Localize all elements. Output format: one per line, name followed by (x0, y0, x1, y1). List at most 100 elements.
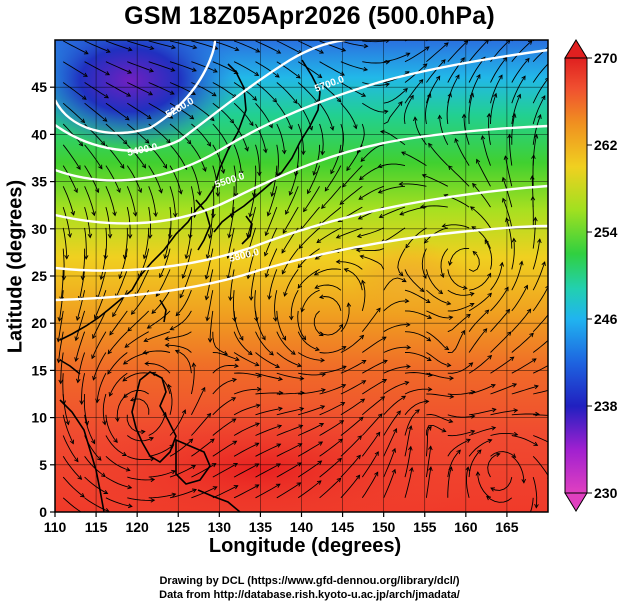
streamline-arrowhead (102, 117, 108, 122)
streamline-arrowhead (523, 284, 529, 290)
streamline (233, 463, 259, 478)
streamline (319, 82, 342, 103)
streamline-arrowhead (92, 334, 97, 340)
streamline-arrowhead (191, 465, 197, 470)
streamline-arrowhead (482, 328, 488, 333)
streamline (76, 290, 86, 321)
streamline (127, 102, 152, 119)
streamline-arrowhead (293, 171, 299, 177)
streamline (170, 310, 192, 331)
streamline-arrowhead (356, 454, 361, 460)
streamline-arrowhead (80, 493, 85, 498)
streamline (124, 227, 128, 259)
streamline-arrowhead (100, 140, 106, 146)
streamline-arrowhead (335, 234, 341, 239)
streamline (422, 174, 449, 187)
streamline (276, 82, 298, 104)
streamline-arrowhead (415, 409, 420, 414)
streamline-arrowhead (320, 150, 326, 156)
streamline (468, 40, 471, 42)
streamline (447, 330, 465, 353)
streamline-arrowhead (449, 394, 455, 399)
streamline-arrowhead (113, 438, 118, 444)
streamline (105, 82, 131, 97)
streamline (77, 352, 86, 383)
streamline-arrowhead (361, 380, 367, 385)
streamline (414, 117, 427, 146)
streamline (380, 131, 406, 146)
streamline-arrowhead (122, 254, 128, 260)
streamline (378, 163, 406, 168)
streamline (468, 427, 496, 436)
streamline-arrowhead (549, 310, 553, 314)
streamline (383, 448, 396, 478)
streamline (268, 269, 278, 300)
streamline-arrowhead (213, 45, 219, 50)
streamline (57, 310, 64, 342)
streamline (468, 292, 492, 312)
streamline (383, 88, 408, 104)
streamline-arrowhead (75, 316, 81, 322)
streamline (532, 314, 548, 333)
streamline (511, 332, 534, 353)
streamline-arrowhead (205, 254, 211, 260)
streamline (340, 360, 366, 374)
streamline-arrowhead (150, 498, 156, 503)
streamline-arrowhead (440, 273, 445, 278)
streamline-arrowhead (188, 438, 194, 444)
colorbar-tick-label: 270 (594, 50, 618, 66)
streamline-arrowhead (358, 175, 364, 181)
streamline-arrowhead (170, 67, 176, 72)
streamline (425, 269, 443, 294)
streamline-arrowhead (398, 181, 404, 187)
streamline-arrowhead (130, 310, 136, 315)
streamline-arrowhead (460, 329, 465, 335)
streamline (357, 227, 384, 238)
streamline-arrowhead (212, 68, 218, 73)
streamline (127, 310, 150, 332)
streamline-arrowhead (554, 360, 558, 363)
streamline (383, 395, 406, 416)
streamline-arrowhead (297, 283, 303, 289)
streamline-arrowhead (297, 443, 303, 448)
streamline (105, 102, 130, 121)
streamline (532, 114, 542, 145)
streamline (212, 352, 240, 361)
streamline-arrowhead (409, 466, 414, 472)
streamline (319, 61, 345, 76)
streamline (276, 462, 302, 478)
streamline (191, 463, 217, 478)
streamline (97, 269, 107, 300)
colorbar-tick-label: 246 (594, 311, 618, 327)
streamline (233, 422, 260, 436)
streamline-arrowhead (127, 326, 132, 332)
streamline-arrowhead (298, 424, 304, 429)
streamline-arrowhead (516, 93, 522, 99)
streamline-arrowhead (490, 383, 496, 389)
streamline (255, 463, 281, 478)
streamline-arrowhead (151, 309, 157, 314)
streamline (175, 350, 192, 374)
streamline (319, 458, 342, 478)
streamline-arrowhead (57, 317, 63, 322)
streamline (362, 336, 387, 353)
streamline-arrowhead (319, 49, 325, 54)
streamline-arrowhead (487, 292, 492, 298)
streamline (532, 239, 541, 270)
streamline-arrowhead (444, 345, 450, 351)
streamline (447, 438, 471, 457)
streamline-arrowhead (383, 109, 389, 115)
streamline (276, 372, 304, 380)
streamline-arrowhead (207, 338, 213, 343)
streamline-arrowhead (470, 429, 476, 435)
streamline (490, 356, 514, 374)
streamline-arrowhead (79, 400, 84, 406)
streamline-arrowhead (341, 365, 347, 370)
streamline-arrowhead (531, 358, 537, 363)
streamline-arrowhead (484, 309, 490, 315)
streamline (233, 144, 242, 175)
streamline (276, 61, 301, 79)
streamline-arrowhead (487, 354, 493, 360)
streamline-arrowhead (554, 444, 558, 447)
streamline-arrowhead (380, 396, 386, 401)
